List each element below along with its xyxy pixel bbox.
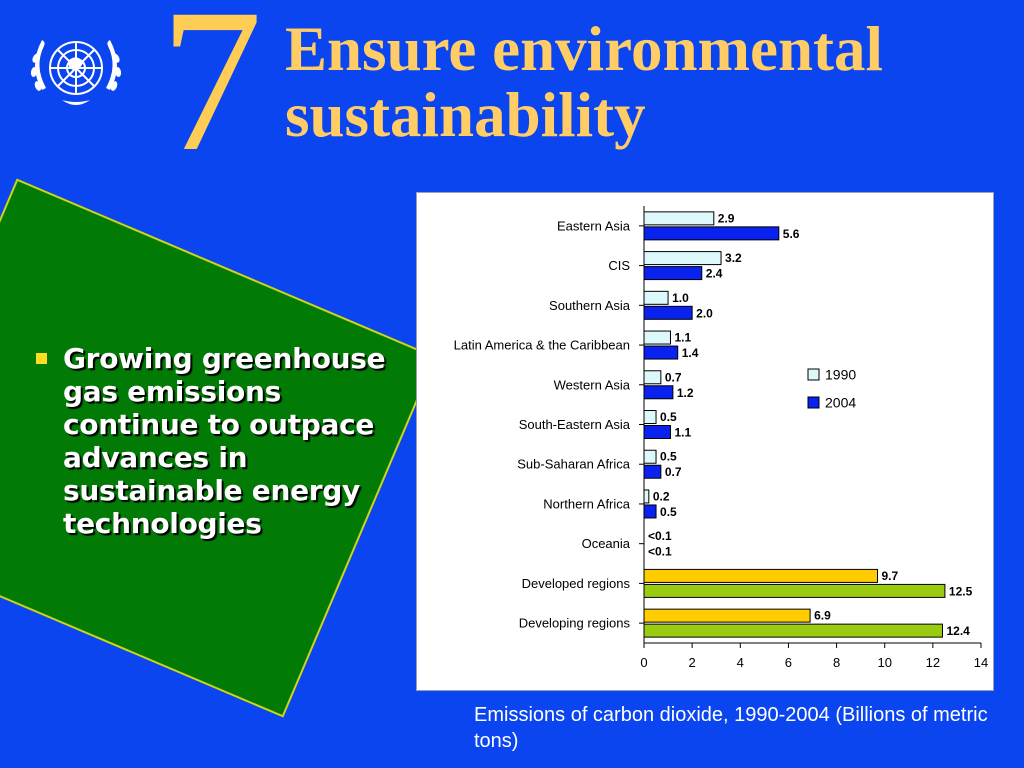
data-label-2004: 5.6 [783,227,800,241]
bar-1990 [643,568,878,583]
data-label-1990: 1.1 [674,331,691,345]
x-tick-label: 2 [689,655,696,670]
bar-2004 [643,305,693,320]
data-label-1990: 2.9 [718,211,735,225]
data-label-2004: 1.1 [674,426,691,440]
legend-label: 2004 [825,395,856,411]
category-label: CIS [608,258,630,273]
data-label-2004: 12.5 [949,584,973,598]
x-tick-label: 14 [974,655,988,670]
data-label-2004: 12.4 [946,624,970,638]
bar-1990 [643,370,662,385]
data-label-1990: 6.9 [814,609,831,623]
data-label-2004: 0.5 [660,505,677,519]
chart-caption: Emissions of carbon dioxide, 1990-2004 (… [474,704,988,752]
data-label-1990: 9.7 [881,569,898,583]
data-label-1990: 0.5 [660,410,677,424]
category-label: Western Asia [554,377,631,392]
data-label-2004: 1.2 [677,386,694,400]
bar-1990 [643,251,722,266]
bar-2004 [643,385,674,400]
data-label-2004: 1.4 [682,346,699,360]
data-label-1990: 0.7 [665,370,682,384]
category-label: Latin America & the Caribbean [454,338,630,353]
data-label-2004: 2.0 [696,306,713,320]
bar-2004 [643,266,703,281]
bar-1990 [643,330,671,345]
bar-1990 [643,410,657,424]
category-label: South-Eastern Asia [519,417,631,432]
data-label-2004: 0.7 [665,465,682,479]
x-tick-label: 6 [785,655,792,670]
legend-swatch [807,396,820,409]
data-label-1990: 0.5 [660,450,677,464]
bullet-square-icon [36,353,47,364]
category-label: Northern Africa [543,496,630,511]
goal-number: 7 [160,0,263,194]
slide-title: Ensure environmental sustainability [285,14,883,150]
x-tick-label: 8 [833,655,840,670]
co2-bar-chart: 0 2 4 6 8 10 12 14 Eastern Asia 2.9 5.6 CIS 3.22.4 So… [454,206,988,670]
bar-1990 [643,608,811,623]
chart-frame: 0 2 4 6 8 10 12 14 Eastern Asia 2.9 5.6 CIS 3.2 2.4 So… [416,192,994,691]
bar-2004 [643,504,657,519]
bar-2004 [643,464,662,479]
bar-2004 [643,583,946,598]
bar-1990 [643,449,657,464]
category-label: Developing regions [519,616,631,631]
x-tick-label: 12 [926,655,940,670]
x-tick-label: 0 [640,655,647,670]
bar-1990 [643,211,715,226]
x-tick-label: 10 [877,655,891,670]
data-label-1990: 1.0 [672,291,689,305]
un-emblem-icon [30,40,122,105]
legend-swatch [807,368,820,381]
legend-label: 1990 [825,367,856,383]
category-label: Eastern Asia [557,218,631,233]
bar-1990 [643,290,669,305]
category-label: Sub-Saharan Africa [517,457,631,472]
data-label-1990: <0.1 [648,529,672,543]
category-label: Developed regions [522,576,631,591]
data-label-1990: 0.2 [653,489,670,503]
bullet-text: Growing greenhouse gas emissions continu… [63,342,386,540]
bullet-item: Growing greenhouse gas emissions continu… [36,342,416,540]
data-label-2004: 2.4 [706,267,723,281]
x-tick-label: 4 [737,655,744,670]
data-label-2004: <0.1 [648,545,672,559]
category-label: Southern Asia [549,298,631,313]
data-label-1990: 3.2 [725,251,742,265]
bar-2004 [643,425,671,439]
bar-2004 [643,623,943,638]
bar-1990 [643,489,650,504]
category-label: Oceania [582,536,631,551]
bar-2004 [643,226,780,241]
bar-2004 [643,345,679,360]
